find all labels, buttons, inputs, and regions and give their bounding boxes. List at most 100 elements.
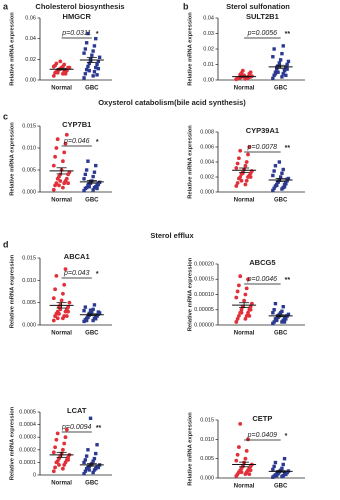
data-dot (51, 469, 56, 474)
data-dot (64, 314, 69, 318)
data-dot (94, 36, 98, 41)
data-dot (83, 72, 88, 76)
data-dot (276, 472, 280, 476)
data-dot (282, 185, 287, 189)
data-dot (282, 320, 287, 324)
x-tick-label: Normal (234, 484, 255, 490)
data-dot (95, 186, 99, 191)
y-tick-label: 0.06 (25, 15, 36, 21)
gene-title: CETP (252, 414, 272, 423)
data-dot (272, 308, 276, 312)
data-dot (271, 188, 275, 193)
panel-letter: c (3, 111, 8, 121)
data-dot (275, 473, 279, 478)
y-tick-label: 0.02 (25, 57, 36, 63)
data-dot (61, 447, 65, 452)
data-dot (285, 62, 289, 67)
gene-title: ABCA1 (64, 252, 90, 261)
data-dot (82, 177, 86, 181)
data-dot (280, 171, 284, 175)
y-tick-label: 0 (33, 472, 36, 478)
data-dot (237, 283, 241, 288)
x-tick-label: Normal (51, 331, 72, 337)
p-value: p=0.0056 (247, 30, 277, 37)
data-dot (84, 318, 89, 323)
data-dot (247, 313, 252, 318)
data-dot (55, 137, 60, 142)
data-dot (248, 307, 253, 312)
data-dot (84, 41, 89, 45)
data-dot (92, 44, 97, 48)
data-dot (271, 55, 275, 59)
data-dot (237, 313, 241, 318)
data-dot (277, 312, 282, 317)
data-dot (54, 61, 59, 66)
section-header: Cholesterol biosynthesis (35, 2, 124, 11)
data-dot (94, 163, 98, 168)
data-dot (244, 286, 249, 291)
significance-stars: ** (96, 425, 102, 432)
x-tick-label: GBC (274, 484, 288, 490)
y-tick-label: 0.005 (22, 300, 36, 306)
data-dot (57, 311, 61, 316)
data-dot (275, 183, 279, 187)
p-value: p=0.0094 (61, 424, 91, 431)
x-tick-label: GBC (85, 86, 99, 92)
data-dot (53, 465, 57, 470)
data-dot (246, 310, 250, 315)
data-dot (82, 460, 86, 465)
data-dot (280, 466, 284, 471)
data-dot (82, 319, 86, 324)
data-dot (250, 169, 254, 173)
panel-letter: b (183, 1, 189, 11)
data-dot (61, 159, 65, 164)
x-tick-label: Normal (51, 86, 72, 92)
data-dot (63, 71, 68, 76)
p-value: p=0.0046 (247, 276, 277, 283)
x-tick-label: GBC (85, 481, 99, 487)
data-dot (84, 168, 89, 172)
data-dot (90, 53, 94, 57)
p-value: p=0.0409 (247, 432, 277, 439)
y-axis-label: Relative mRNA expression (188, 12, 194, 86)
x-tick-label: GBC (274, 198, 288, 204)
data-dot (271, 467, 275, 472)
data-dot (242, 298, 247, 303)
data-dot (51, 296, 56, 301)
data-dot (63, 435, 68, 440)
y-tick-label: 0.02 (203, 46, 214, 52)
data-dot (277, 61, 282, 65)
data-dot (273, 164, 278, 168)
data-dot (244, 178, 249, 183)
y-tick-label: 0.005 (22, 167, 36, 173)
data-dot (286, 59, 291, 64)
y-tick-label: 0.03 (203, 31, 214, 37)
data-dot (82, 76, 86, 80)
data-dot (64, 176, 69, 181)
data-dot (234, 295, 239, 300)
data-dot (91, 318, 95, 323)
data-dot (62, 62, 67, 67)
y-tick-label: 0.00000 (194, 322, 214, 328)
data-dot (285, 177, 289, 181)
data-dot (234, 184, 239, 188)
data-dot (247, 472, 252, 477)
y-tick-label: 0.000 (22, 189, 36, 195)
data-dot (62, 282, 67, 287)
x-tick-label: GBC (85, 331, 99, 337)
data-dot (235, 289, 240, 294)
data-dot (285, 67, 289, 71)
y-tick-label: 0.004 (200, 159, 214, 165)
y-tick-label: 0.00015 (194, 277, 214, 283)
data-dot (278, 175, 283, 179)
data-dot (92, 456, 97, 461)
data-dot (243, 456, 248, 461)
data-dot (84, 454, 89, 458)
data-dot (86, 64, 90, 69)
data-dot (280, 51, 284, 56)
gene-title: SULT2B1 (246, 12, 279, 21)
data-dot (54, 181, 59, 186)
data-dot (238, 274, 243, 279)
y-axis-label: Relative mRNA expression (10, 122, 16, 196)
data-dot (53, 287, 57, 292)
